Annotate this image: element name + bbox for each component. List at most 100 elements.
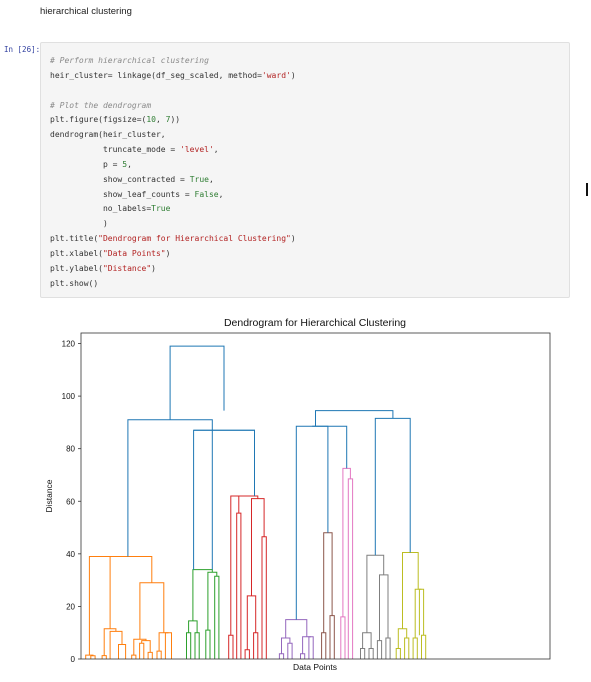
dendrogram-link-orange	[90, 655, 96, 659]
x-axis-label: Data Points	[293, 662, 337, 672]
dendrogram-link-brown	[321, 632, 327, 659]
code-line: show_leaf_counts = False,	[50, 188, 296, 203]
code-line: plt.ylabel("Distance")	[50, 262, 296, 277]
markdown-cell-text: hierarchical clustering	[40, 6, 132, 17]
code-token: ,	[218, 189, 224, 199]
dendrogram-link-top	[127, 419, 213, 570]
code-token: )	[165, 248, 171, 258]
dendrogram-link-pink	[347, 478, 354, 659]
dendrogram-link-olive	[404, 637, 410, 659]
dendrogram-link-olive	[402, 552, 419, 629]
dendrogram-link-green	[214, 575, 220, 659]
dendrogram-link-brown	[329, 615, 335, 659]
code-text[interactable]: # Perform hierarchical clustering heir_cl…	[50, 54, 296, 292]
dendrogram-link-top	[315, 410, 394, 427]
dendrogram-link-red	[244, 649, 250, 659]
code-token: "Distance"	[102, 263, 152, 273]
code-token: )	[151, 263, 156, 273]
dendrogram-link-orange	[118, 644, 127, 659]
dendrogram-link-purple	[285, 619, 308, 638]
code-token: show_leaf_counts =	[50, 189, 195, 199]
cell-output: Dendrogram for Hierarchical Clustering 0…	[0, 305, 591, 677]
dendrogram-link-orange	[147, 651, 153, 659]
dendrogram-link-purple	[308, 636, 314, 659]
dendrogram-link-orange	[101, 655, 107, 659]
cell-prompt: In [26]:	[4, 45, 41, 54]
code-line: # Perform hierarchical clustering	[50, 54, 296, 69]
code-line: no_labels=True	[50, 202, 296, 217]
dendrogram-link-olive	[414, 588, 422, 638]
code-token: )	[50, 219, 108, 229]
dendrogram-link-green	[192, 569, 213, 621]
dendrogram-link-green	[188, 620, 198, 633]
code-token: 7	[165, 115, 171, 125]
dendrogram-link-olive	[395, 648, 401, 659]
code-token: 'ward'	[261, 70, 291, 80]
code-token: plt.show()	[50, 278, 99, 288]
code-line: p = 5,	[50, 158, 296, 173]
code-token: # Perform hierarchical clustering	[50, 56, 209, 65]
y-tick-label: 40	[66, 550, 75, 559]
code-token: 10	[146, 115, 156, 125]
code-token: dendrogram(heir_cluster,	[50, 130, 166, 140]
code-token: ,	[213, 145, 219, 155]
code-line	[50, 84, 296, 99]
dendrogram-link-olive	[412, 637, 418, 659]
code-token: False	[194, 189, 219, 199]
dendrogram-link-top	[193, 429, 255, 496]
dendrogram-link-orange	[109, 630, 123, 659]
code-line: plt.xlabel("Data Points")	[50, 247, 296, 262]
code-token: no_labels=	[50, 204, 152, 214]
code-token: ,	[127, 159, 132, 169]
y-tick-label: 60	[66, 497, 75, 506]
code-token: truncate_mode =	[50, 145, 181, 155]
code-line: )	[50, 217, 296, 232]
dendrogram-link-orange	[88, 556, 111, 656]
dendrogram-link-orange	[131, 654, 137, 659]
code-token: "Dendrogram for Hierarchical Clustering"	[98, 234, 291, 244]
code-token: ,	[155, 115, 166, 125]
dendrogram-chart: Dendrogram for Hierarchical Clustering 0…	[44, 317, 551, 672]
dendrogram-link-gray	[379, 574, 389, 641]
y-tick-label: 80	[66, 445, 75, 454]
dendrogram-link-olive	[397, 628, 408, 649]
dendrogram-link-orange	[158, 632, 169, 652]
dendrogram-link-red	[228, 634, 234, 659]
code-token: p =	[50, 159, 123, 169]
dendrogram-link-red	[246, 595, 257, 650]
plot-frame	[80, 332, 551, 660]
code-line: # Plot the dendrogram	[50, 99, 296, 114]
dendrogram-link-red	[253, 632, 259, 659]
code-token: plt.xlabel(	[50, 248, 103, 258]
code-token: plt.figure(figsize=(	[50, 115, 147, 125]
dendrogram-link-purple	[278, 653, 285, 659]
dendrogram-link-gray	[368, 648, 374, 659]
dendrogram-link-red	[261, 536, 267, 659]
dendrogram-link-gray	[362, 632, 372, 649]
code-token: plt.ylabel(	[50, 263, 103, 273]
code-line: plt.show()	[50, 277, 296, 292]
dendrogram-link-top	[193, 429, 255, 570]
y-tick-label: 20	[66, 602, 75, 611]
code-token: ))	[170, 115, 181, 125]
dendrogram-link-orange	[141, 640, 151, 653]
dendrogram-link-green	[186, 632, 192, 659]
y-tick-label: 100	[62, 392, 76, 401]
code-token: True	[189, 174, 209, 184]
code-cell-editor[interactable]: # Perform hierarchical clustering heir_cl…	[40, 42, 570, 298]
dendrogram-link-top	[295, 425, 329, 620]
code-token: )	[290, 70, 296, 80]
dendrogram-link-purple	[300, 653, 306, 659]
dendrogram-link-purple	[281, 637, 291, 654]
code-line: plt.figure(figsize=(10, 7))	[50, 113, 296, 128]
code-line: truncate_mode = 'level',	[50, 143, 296, 158]
dendrogram-link-gray	[385, 637, 391, 659]
y-tick-label: 120	[62, 340, 76, 349]
dendrogram-link-green	[194, 632, 200, 659]
code-token: "Data Points"	[102, 248, 166, 258]
dendrogram-link-orange	[164, 632, 172, 659]
dendrogram-link-orange	[99, 556, 153, 583]
code-token: True	[151, 204, 171, 214]
dendrogram-link-gray	[376, 640, 383, 659]
scrollbar-indicator[interactable]	[586, 183, 588, 196]
